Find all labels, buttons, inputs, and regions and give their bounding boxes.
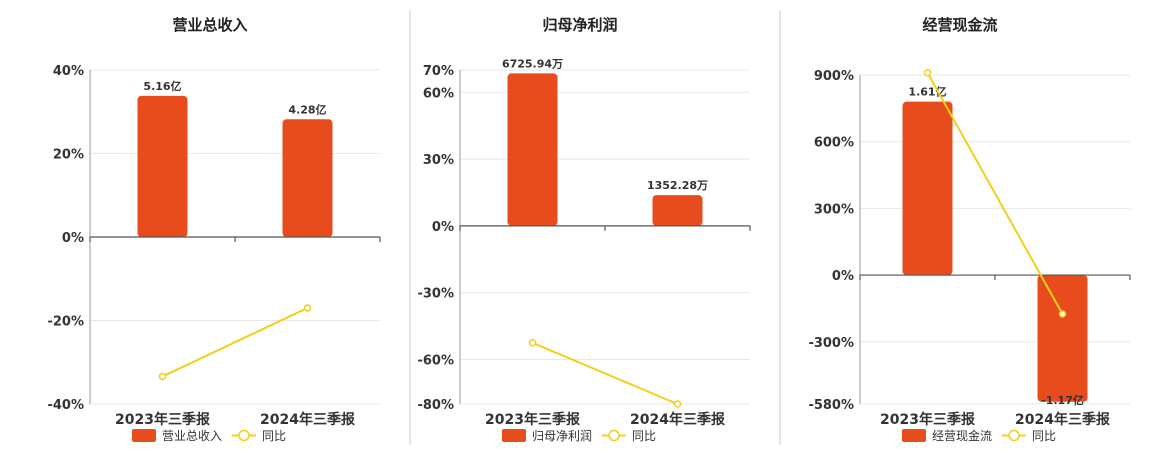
x-category-label: 2024年三季报: [630, 411, 725, 428]
y-tick-label: -300%: [808, 336, 854, 351]
chart-title: 经营现金流: [922, 16, 997, 34]
legend-bar-label: 归母净利润: [532, 429, 592, 443]
yoy-point-2: [303, 304, 312, 312]
x-category-label: 2023年三季报: [880, 411, 975, 428]
y-tick-label: -580%: [808, 398, 854, 413]
bar-1: [137, 95, 188, 237]
legend-bar-swatch: [132, 429, 156, 442]
data-label: -1.17亿: [1041, 393, 1084, 407]
y-tick-label: 60%: [423, 86, 454, 101]
legend-line-label: 同比: [632, 429, 656, 443]
legend-line-marker: [238, 429, 250, 442]
y-tick-label: -20%: [47, 315, 84, 330]
chart-panel-3: 经营现金流900%600%300%0%-300%-580%1.61亿-1.17亿…: [808, 16, 1131, 443]
legend: 营业总收入 同比: [132, 429, 286, 443]
legend-line-marker: [608, 429, 620, 442]
yoy-line: [926, 72, 1064, 315]
legend-bar-label: 营业总收入: [162, 429, 222, 443]
bar-1: [902, 101, 953, 276]
yoy-point-1: [528, 339, 537, 347]
bar-2: [652, 195, 703, 226]
y-tick-label: 900%: [814, 69, 854, 84]
yoy-line: [162, 307, 308, 378]
y-tick-label: 20%: [53, 148, 84, 163]
legend-bar-swatch: [902, 429, 926, 442]
y-tick-label: 70%: [423, 64, 454, 79]
yoy-point-2: [673, 400, 682, 408]
bar-1: [507, 73, 558, 226]
chart-panel-2: 归母净利润 70% 60% 30% 0% -30% -60% -80% 6725.94万 1352…: [417, 16, 751, 443]
y-tick-label: 40%: [53, 64, 84, 79]
y-tick-label: 0%: [62, 231, 84, 246]
y-tick-label: 0%: [432, 220, 454, 235]
y-tick-label: 30%: [423, 153, 454, 168]
y-tick-label: 300%: [814, 202, 854, 217]
x-category-label: 2024年三季报: [1015, 411, 1110, 428]
legend-line-label: 同比: [1032, 429, 1056, 443]
y-tick-label: -60%: [417, 353, 454, 368]
yoy-point-2: [1058, 310, 1067, 318]
y-tick-label: -80%: [417, 398, 454, 413]
data-label: 1352.28万: [647, 179, 708, 192]
legend-bar-swatch: [502, 429, 526, 442]
y-tick-label: 0%: [832, 269, 854, 284]
data-label: 6725.94万: [502, 57, 563, 70]
y-tick-label: -30%: [417, 287, 454, 302]
data-label: 5.16亿: [143, 79, 181, 93]
y-tick-label: -40%: [47, 398, 84, 413]
y-tick-label: 600%: [814, 136, 854, 151]
legend: 归母净利润 同比: [502, 429, 656, 443]
legend: 经营现金流 同比: [902, 428, 1056, 443]
yoy-point-1: [923, 69, 932, 77]
bar-2: [282, 119, 333, 237]
chart-title: 营业总收入: [172, 16, 247, 34]
bar-2: [1037, 275, 1088, 402]
x-category-label: 2023年三季报: [115, 411, 210, 428]
legend-line-marker: [1008, 429, 1020, 442]
x-category-label: 2024年三季报: [260, 411, 355, 428]
legend-bar-label: 经营现金流: [932, 428, 992, 443]
chart-title: 归母净利润: [542, 16, 617, 34]
data-label: 4.28亿: [288, 102, 326, 116]
x-category-label: 2023年三季报: [485, 411, 580, 428]
legend-line-label: 同比: [262, 429, 286, 443]
chart-panel-1: 营业总收入 40% 20% 0% -20% -40% 5.16亿 4.28亿 2023年三季报 2…: [47, 16, 381, 443]
yoy-line: [532, 341, 678, 405]
yoy-point-1: [158, 372, 167, 381]
